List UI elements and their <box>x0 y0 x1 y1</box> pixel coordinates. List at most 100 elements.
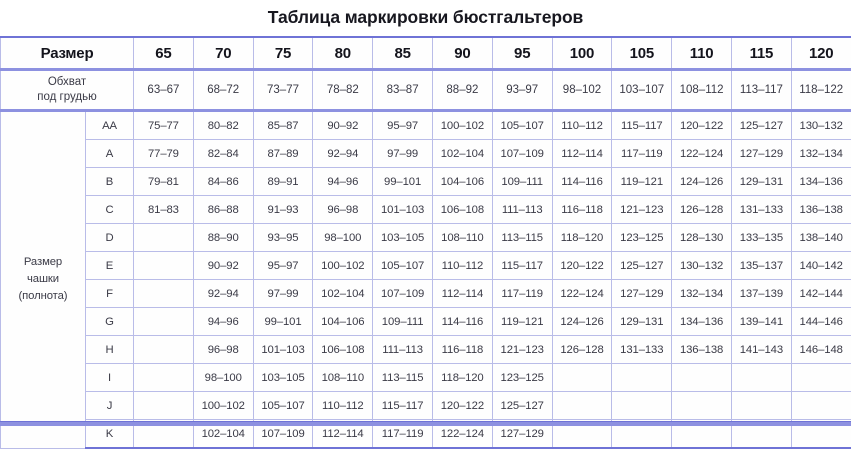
underbust-value-80: 78–82 <box>313 70 373 111</box>
empty-cell-J-115 <box>731 392 791 420</box>
measure-J-75: 105–107 <box>253 392 313 420</box>
cup-size-AA: AA <box>86 111 134 140</box>
header-band-size-80: 80 <box>313 37 373 70</box>
measure-G-115: 139–141 <box>731 308 791 336</box>
empty-cell-I-120 <box>791 364 851 392</box>
measure-E-115: 135–137 <box>731 252 791 280</box>
measure-B-115: 129–131 <box>731 168 791 196</box>
header-band-size-85: 85 <box>373 37 433 70</box>
measure-A-85: 97–99 <box>373 140 433 168</box>
measure-H-105: 131–133 <box>612 336 672 364</box>
measure-AA-65: 75–77 <box>134 111 194 140</box>
measure-AA-95: 105–107 <box>492 111 552 140</box>
underbust-label-line2: под грудью <box>1 90 133 105</box>
measure-F-80: 102–104 <box>313 280 373 308</box>
measure-I-85: 113–115 <box>373 364 433 392</box>
measure-H-120: 146–148 <box>791 336 851 364</box>
underbust-value-110: 108–112 <box>672 70 732 111</box>
measure-J-70: 100–102 <box>193 392 253 420</box>
measure-D-100: 118–120 <box>552 224 612 252</box>
measure-C-95: 111–113 <box>492 196 552 224</box>
measure-C-85: 101–103 <box>373 196 433 224</box>
measure-H-80: 106–108 <box>313 336 373 364</box>
underbust-value-115: 113–117 <box>731 70 791 111</box>
measure-A-120: 132–134 <box>791 140 851 168</box>
measure-B-70: 84–86 <box>193 168 253 196</box>
empty-cell-J-105 <box>612 392 672 420</box>
measure-I-70: 98–100 <box>193 364 253 392</box>
measure-F-70: 92–94 <box>193 280 253 308</box>
measure-E-75: 95–97 <box>253 252 313 280</box>
bottom-divider <box>0 421 851 426</box>
measure-AA-70: 80–82 <box>193 111 253 140</box>
empty-cell-I-110 <box>672 364 732 392</box>
measure-G-80: 104–106 <box>313 308 373 336</box>
empty-cell-J-100 <box>552 392 612 420</box>
header-band-size-75: 75 <box>253 37 313 70</box>
empty-cell-J-65 <box>134 392 194 420</box>
measure-I-80: 108–110 <box>313 364 373 392</box>
cup-size-F: F <box>86 280 134 308</box>
measure-D-85: 103–105 <box>373 224 433 252</box>
measure-H-100: 126–128 <box>552 336 612 364</box>
header-band-size-70: 70 <box>193 37 253 70</box>
measure-G-120: 144–146 <box>791 308 851 336</box>
header-band-size-110: 110 <box>672 37 732 70</box>
measure-F-95: 117–119 <box>492 280 552 308</box>
header-band-size-115: 115 <box>731 37 791 70</box>
header-band-size-105: 105 <box>612 37 672 70</box>
page-title: Таблица маркировки бюстгальтеров <box>0 0 851 36</box>
cup-size-D: D <box>86 224 134 252</box>
measure-D-70: 88–90 <box>193 224 253 252</box>
measure-D-80: 98–100 <box>313 224 373 252</box>
measure-J-80: 110–112 <box>313 392 373 420</box>
underbust-value-100: 98–102 <box>552 70 612 111</box>
measure-F-90: 112–114 <box>433 280 493 308</box>
measure-E-100: 120–122 <box>552 252 612 280</box>
underbust-value-90: 88–92 <box>433 70 493 111</box>
measure-A-70: 82–84 <box>193 140 253 168</box>
measure-B-120: 134–136 <box>791 168 851 196</box>
underbust-label-line1: Обхват <box>1 75 133 90</box>
measure-C-65: 81–83 <box>134 196 194 224</box>
measure-H-90: 116–118 <box>433 336 493 364</box>
measure-H-115: 141–143 <box>731 336 791 364</box>
measure-AA-75: 85–87 <box>253 111 313 140</box>
measure-G-85: 109–111 <box>373 308 433 336</box>
measure-F-115: 137–139 <box>731 280 791 308</box>
measure-B-75: 89–91 <box>253 168 313 196</box>
empty-cell-I-65 <box>134 364 194 392</box>
cup-size-B: B <box>86 168 134 196</box>
measure-G-105: 129–131 <box>612 308 672 336</box>
empty-cell-G-65 <box>134 308 194 336</box>
measure-F-120: 142–144 <box>791 280 851 308</box>
measure-G-70: 94–96 <box>193 308 253 336</box>
cup-size-C: C <box>86 196 134 224</box>
measure-B-65: 79–81 <box>134 168 194 196</box>
measure-F-75: 97–99 <box>253 280 313 308</box>
empty-cell-D-65 <box>134 224 194 252</box>
underbust-value-105: 103–107 <box>612 70 672 111</box>
measure-E-110: 130–132 <box>672 252 732 280</box>
measure-G-95: 119–121 <box>492 308 552 336</box>
measure-I-95: 123–125 <box>492 364 552 392</box>
measure-AA-80: 90–92 <box>313 111 373 140</box>
cup-group-label-line3: (полнота) <box>1 288 85 305</box>
measure-H-85: 111–113 <box>373 336 433 364</box>
header-size-label: Размер <box>1 37 134 70</box>
measure-C-80: 96–98 <box>313 196 373 224</box>
measure-AA-115: 125–127 <box>731 111 791 140</box>
measure-G-75: 99–101 <box>253 308 313 336</box>
measure-E-105: 125–127 <box>612 252 672 280</box>
empty-cell-E-65 <box>134 252 194 280</box>
measure-H-75: 101–103 <box>253 336 313 364</box>
